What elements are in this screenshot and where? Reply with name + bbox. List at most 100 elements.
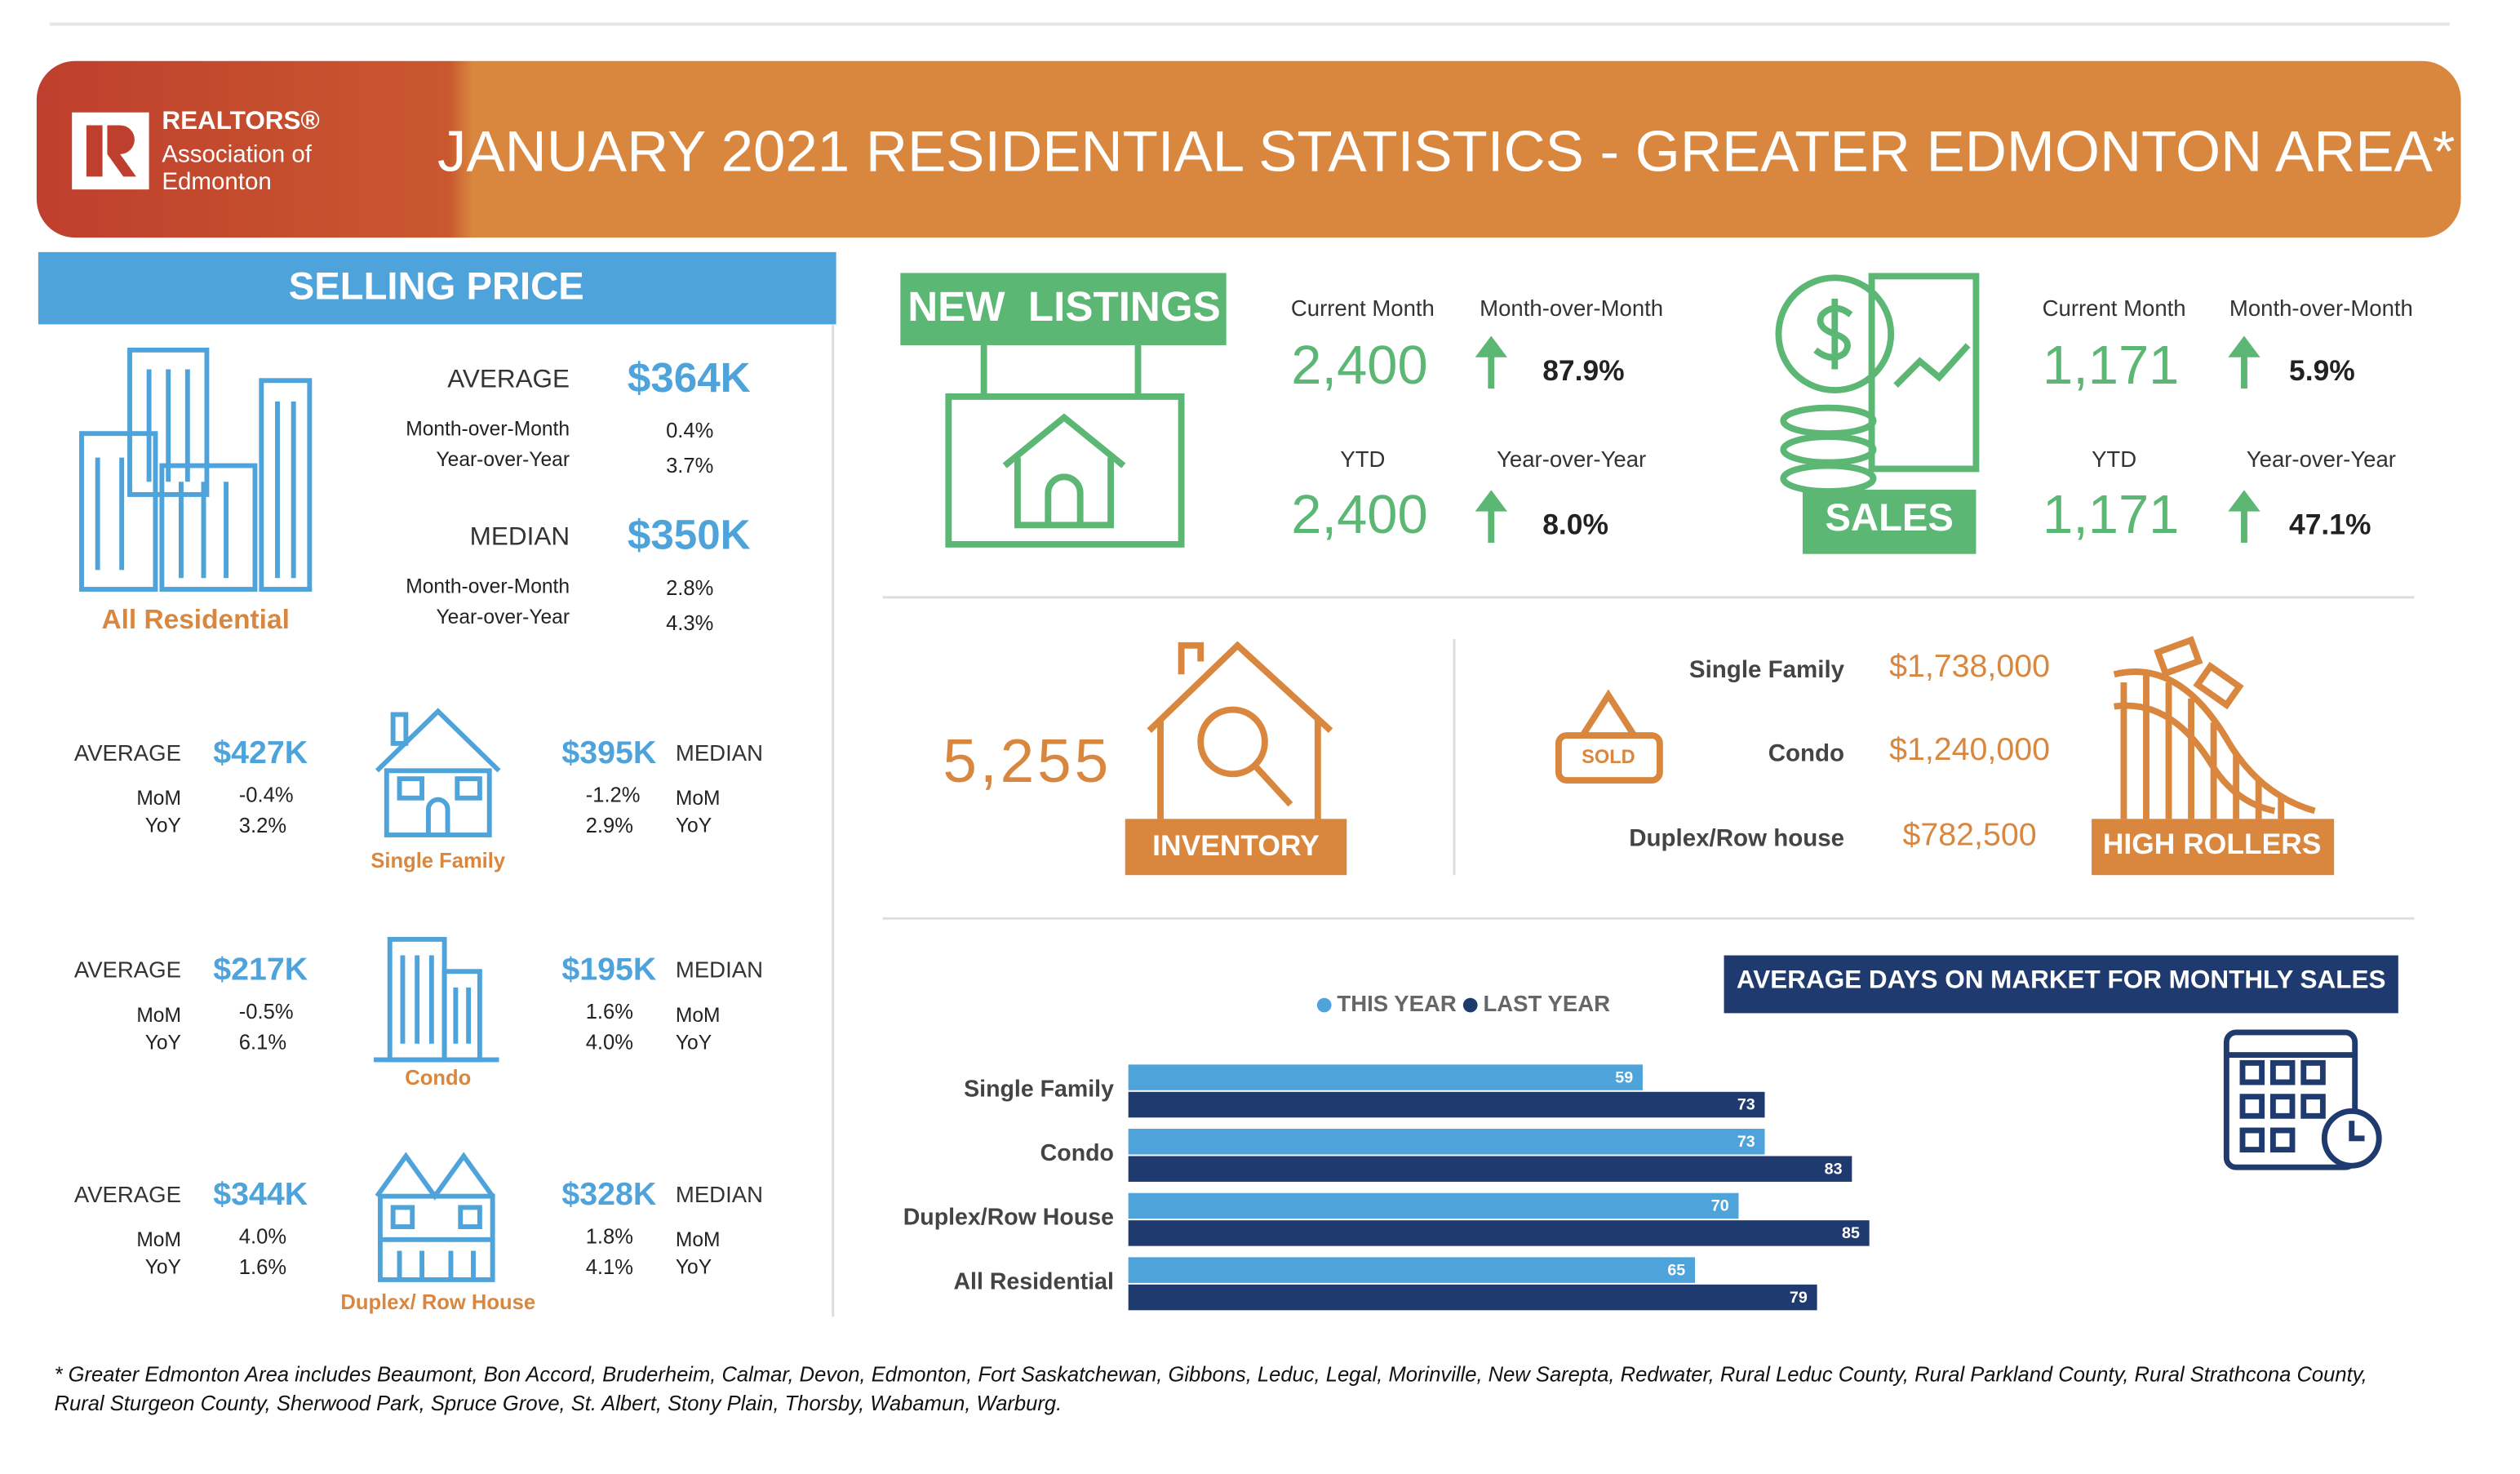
bar	[1128, 1129, 1765, 1155]
category-label: All Residential	[953, 1268, 1114, 1294]
inventory-title: INVENTORY	[1152, 829, 1320, 862]
kpi-label: YTD	[2092, 446, 2136, 472]
change-value: 1.6%	[239, 1256, 286, 1279]
stat-label: MEDIAN	[470, 522, 570, 550]
change-label: MoM	[676, 1229, 721, 1251]
change-value: 4.0%	[239, 1226, 286, 1249]
section-title: SELLING PRICE	[289, 265, 584, 309]
change-value: -1.2%	[586, 784, 641, 807]
category-label: Condo	[1040, 1140, 1114, 1166]
chart-title: AVERAGE DAYS ON MARKET FOR MONTHLY SALES	[1737, 965, 2386, 993]
logo-text: Association of	[162, 141, 312, 168]
kpi-value: 1,171	[2043, 335, 2179, 396]
change-label: MoM	[676, 788, 721, 810]
stat-label: MEDIAN	[676, 740, 763, 766]
high-rollers-title: HIGH ROLLERS	[2103, 828, 2322, 860]
bar	[1128, 1091, 1765, 1118]
type-label: Single Family	[370, 850, 506, 872]
change-value: -0.4%	[239, 784, 294, 807]
type-label: All Residential	[101, 605, 289, 635]
roller-coaster-icon	[2113, 636, 2316, 819]
stat-value: $344K	[213, 1176, 308, 1212]
logo-text: Edmonton	[162, 168, 271, 195]
change-label: YoY	[145, 815, 181, 837]
sales-box	[1802, 490, 1977, 554]
change-label: Year-over-Year	[437, 449, 570, 471]
change-value: 0.4%	[666, 420, 713, 442]
listing-board-icon	[945, 344, 1185, 548]
kpi-label: Current Month	[1291, 295, 1435, 321]
high-roller-label: Duplex/Row house	[1629, 825, 1844, 852]
bar-value-label: 73	[1737, 1096, 1755, 1114]
change-value: -0.5%	[239, 1001, 294, 1023]
footnote: * Greater Edmonton Area includes Beaumon…	[55, 1364, 2367, 1387]
kpi-label: Year-over-Year	[1497, 446, 1646, 472]
change-label: YoY	[676, 1032, 712, 1054]
legend-swatch	[1462, 997, 1478, 1013]
inventory-icon	[1147, 641, 1333, 819]
inventory-value: 5,255	[943, 726, 1111, 795]
type-label: Condo	[405, 1067, 471, 1090]
inventory-box	[1125, 819, 1347, 876]
bar	[1128, 1156, 1852, 1182]
bar-value-label: 65	[1667, 1261, 1685, 1279]
kpi-change: 47.1%	[2289, 508, 2371, 541]
change-label: YoY	[676, 815, 712, 837]
change-label: Month-over-Month	[406, 576, 570, 598]
bar	[1128, 1192, 1739, 1219]
change-value: 4.1%	[586, 1256, 633, 1279]
stat-value: $195K	[561, 952, 656, 988]
house-icon	[375, 708, 501, 837]
change-label: Year-over-Year	[437, 606, 570, 628]
bar	[1128, 1257, 1696, 1283]
high-roller-price: $782,500	[1903, 816, 2037, 852]
stat-value: $350K	[628, 512, 751, 558]
kpi-value: 1,171	[2043, 484, 2179, 545]
change-label: MoM	[136, 788, 181, 810]
high-roller-price: $1,240,000	[1889, 731, 2050, 767]
kpi-label: YTD	[1340, 446, 1385, 472]
change-label: MoM	[676, 1005, 721, 1027]
bar	[1128, 1064, 1643, 1090]
change-label: MoM	[136, 1005, 181, 1027]
high-rollers-box	[2092, 819, 2335, 876]
change-value: 3.7%	[666, 455, 713, 477]
bar	[1128, 1220, 1870, 1246]
legend-label: THIS YEAR	[1337, 991, 1456, 1016]
change-label: YoY	[145, 1032, 181, 1054]
high-roller-label: Condo	[1768, 739, 1844, 766]
change-value: 2.8%	[666, 577, 713, 600]
stat-label: AVERAGE	[447, 365, 570, 393]
bar	[1128, 1284, 1817, 1311]
kpi-label: Month-over-Month	[2229, 295, 2413, 321]
kpi-value: 2,400	[1291, 484, 1427, 545]
bar-value-label: 85	[1842, 1224, 1860, 1242]
type-label: Duplex/ Row House	[340, 1291, 535, 1314]
calendar-icon	[2223, 1029, 2382, 1170]
bar-value-label: 59	[1615, 1068, 1633, 1086]
change-value: 6.1%	[239, 1032, 286, 1054]
category-label: Duplex/Row House	[903, 1205, 1114, 1231]
change-value: 4.0%	[586, 1032, 633, 1054]
stat-label: MEDIAN	[676, 1182, 763, 1207]
new-listings-sign	[900, 273, 1227, 345]
change-value: 4.3%	[666, 612, 713, 635]
duplex-icon	[375, 1152, 495, 1282]
legend-swatch	[1316, 997, 1332, 1013]
logo-text: REALTORS®	[162, 106, 319, 135]
kpi-title: SALES	[1826, 496, 1954, 539]
legend-label: LAST YEAR	[1483, 991, 1610, 1016]
change-value: 1.8%	[586, 1226, 633, 1249]
arrows	[1475, 335, 2260, 543]
stat-value: $395K	[561, 735, 656, 770]
condo-icon	[374, 936, 499, 1063]
change-value: 2.9%	[586, 815, 633, 837]
stat-value: $217K	[213, 952, 308, 988]
sold-sign: SOLD	[1582, 747, 1635, 768]
change-label: YoY	[145, 1257, 181, 1279]
stat-label: MEDIAN	[676, 957, 763, 983]
sold-sign-icon	[1555, 689, 1663, 784]
kpi-label: Month-over-Month	[1480, 295, 1663, 321]
